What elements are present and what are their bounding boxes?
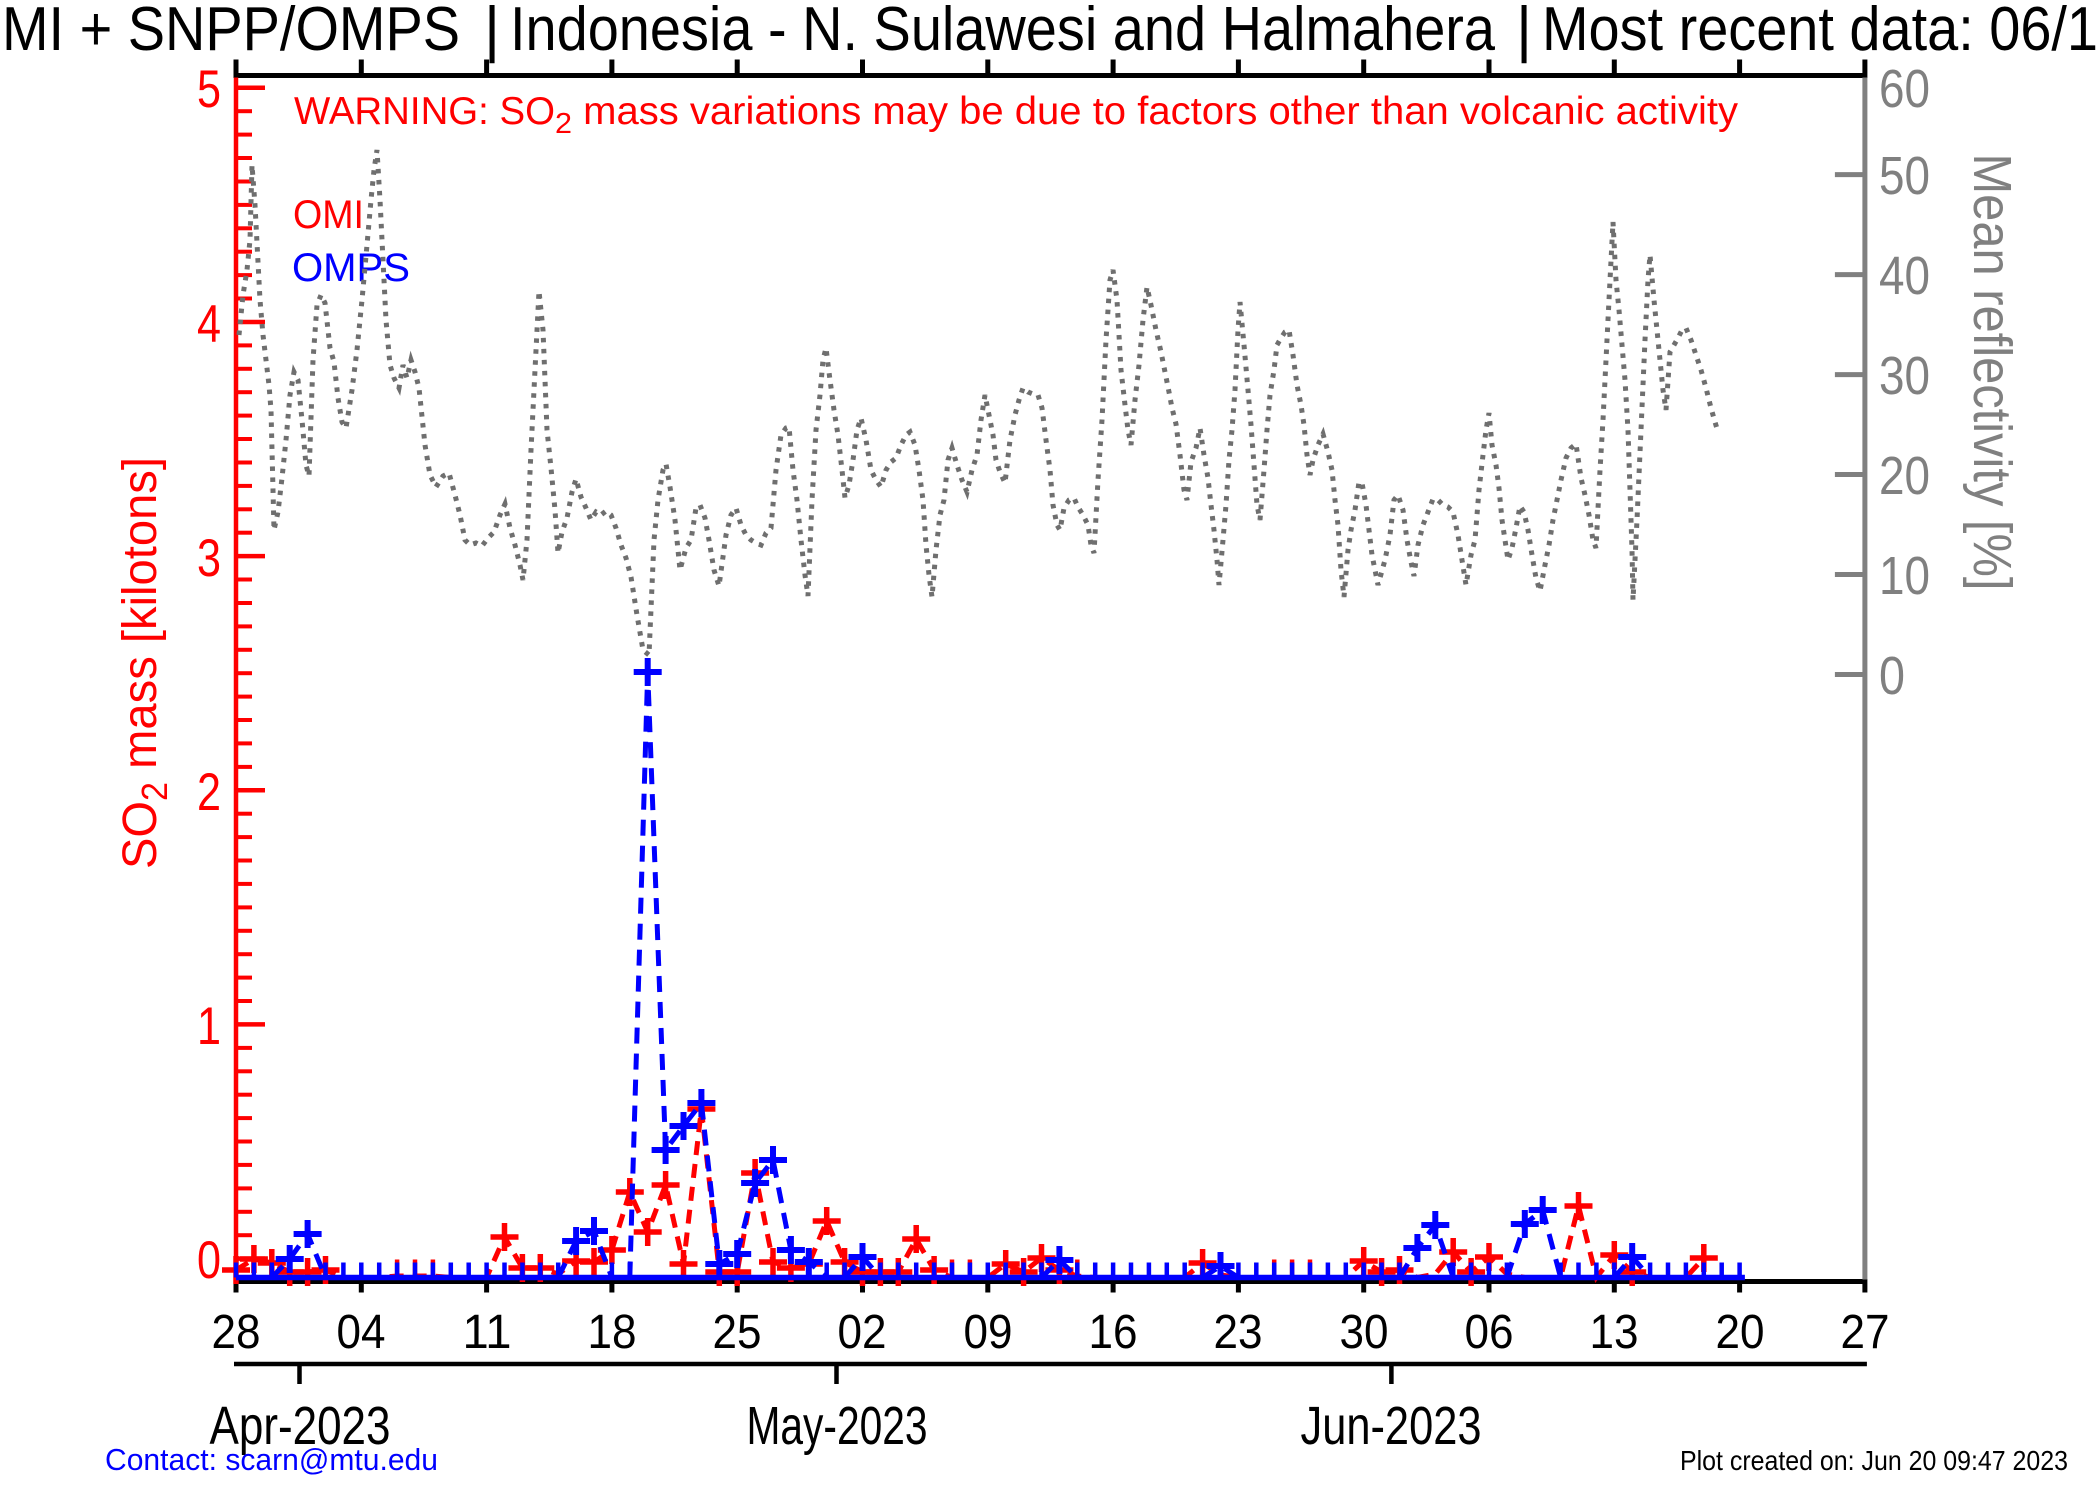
svg-text:Plot created on: Jun 20 09:47: Plot created on: Jun 20 09:47 2023	[1680, 1445, 2068, 1476]
svg-text:11: 11	[463, 1305, 512, 1359]
svg-text:40: 40	[1879, 246, 1930, 306]
svg-text:|: |	[484, 0, 500, 64]
svg-text:09: 09	[964, 1305, 1013, 1359]
svg-text:06: 06	[1465, 1305, 1514, 1359]
svg-text:0: 0	[197, 1231, 221, 1290]
svg-text:Most recent data: 06/1: Most recent data: 06/1	[1542, 0, 2098, 64]
svg-text:Apr-2023: Apr-2023	[210, 1396, 391, 1456]
svg-text:WARNING: SO2 mass variations m: WARNING: SO2 mass variations may be due …	[294, 90, 1739, 140]
svg-text:60: 60	[1879, 59, 1930, 119]
svg-text:OMI: OMI	[293, 193, 364, 237]
svg-text:27: 27	[1841, 1305, 1890, 1359]
svg-text:04: 04	[337, 1305, 386, 1359]
svg-text:20: 20	[1716, 1305, 1765, 1359]
svg-text:|: |	[1516, 0, 1532, 64]
svg-text:28: 28	[212, 1305, 261, 1359]
svg-text:20: 20	[1879, 446, 1930, 506]
svg-text:Jun-2023: Jun-2023	[1301, 1396, 1482, 1456]
svg-text:16: 16	[1089, 1305, 1138, 1359]
svg-text:0: 0	[1879, 646, 1905, 706]
svg-text:02: 02	[838, 1305, 887, 1359]
svg-text:30: 30	[1879, 346, 1930, 406]
svg-text:4: 4	[197, 295, 221, 354]
svg-text:25: 25	[713, 1305, 762, 1359]
svg-text:Indonesia - N. Sulawesi and Ha: Indonesia - N. Sulawesi and Halmahera	[510, 0, 1495, 64]
svg-text:MI + SNPP/OMPS: MI + SNPP/OMPS	[2, 0, 460, 64]
svg-text:13: 13	[1590, 1305, 1639, 1359]
svg-text:5: 5	[197, 60, 221, 119]
svg-text:2: 2	[197, 763, 221, 822]
svg-text:18: 18	[588, 1305, 637, 1359]
svg-text:3: 3	[197, 529, 221, 588]
svg-text:50: 50	[1879, 146, 1930, 206]
svg-text:OMPS: OMPS	[292, 246, 410, 290]
svg-text:30: 30	[1340, 1305, 1389, 1359]
svg-text:1: 1	[197, 997, 221, 1056]
svg-text:Contact: scarn@mtu.edu: Contact: scarn@mtu.edu	[105, 1442, 438, 1477]
svg-text:23: 23	[1214, 1305, 1263, 1359]
svg-text:10: 10	[1879, 546, 1930, 606]
svg-text:May-2023: May-2023	[747, 1396, 928, 1456]
svg-text:Mean reflectivity [%]: Mean reflectivity [%]	[1962, 154, 2022, 591]
svg-text:SO2 mass [kilotons]: SO2 mass [kilotons]	[114, 457, 175, 869]
